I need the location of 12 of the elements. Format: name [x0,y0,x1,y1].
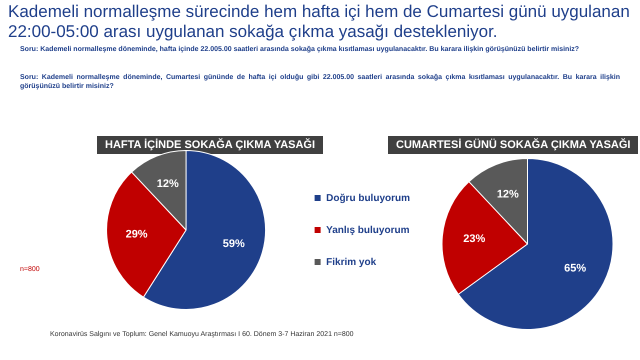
data-label: 59% [222,238,245,250]
data-label: 65% [564,262,586,274]
chart-title: HAFTA İÇİNDE SOKAĞA ÇIKMA YASAĞI [97,136,324,154]
data-label: 12% [496,188,520,200]
text: Kademeli normalleşme sürecinde hem hafta içi hem de Cumartesi günü uygulanan 22:00-05:00 arası uygulanan sokağa çıkma yasağı destekleniyor. [8,2,631,42]
legend-label: Yanlış buluyorum [326,224,410,236]
chart-title: CUMARTESİ GÜNÜ SOKAĞA ÇIKMA YASAĞI [388,136,638,154]
data-label: 23% [463,233,486,245]
data-label: 12% [156,178,179,190]
data-label: 29% [126,228,148,241]
legend-label: Doğru buluyorum [326,192,410,204]
legend-label: Fikrim yok [326,256,377,268]
